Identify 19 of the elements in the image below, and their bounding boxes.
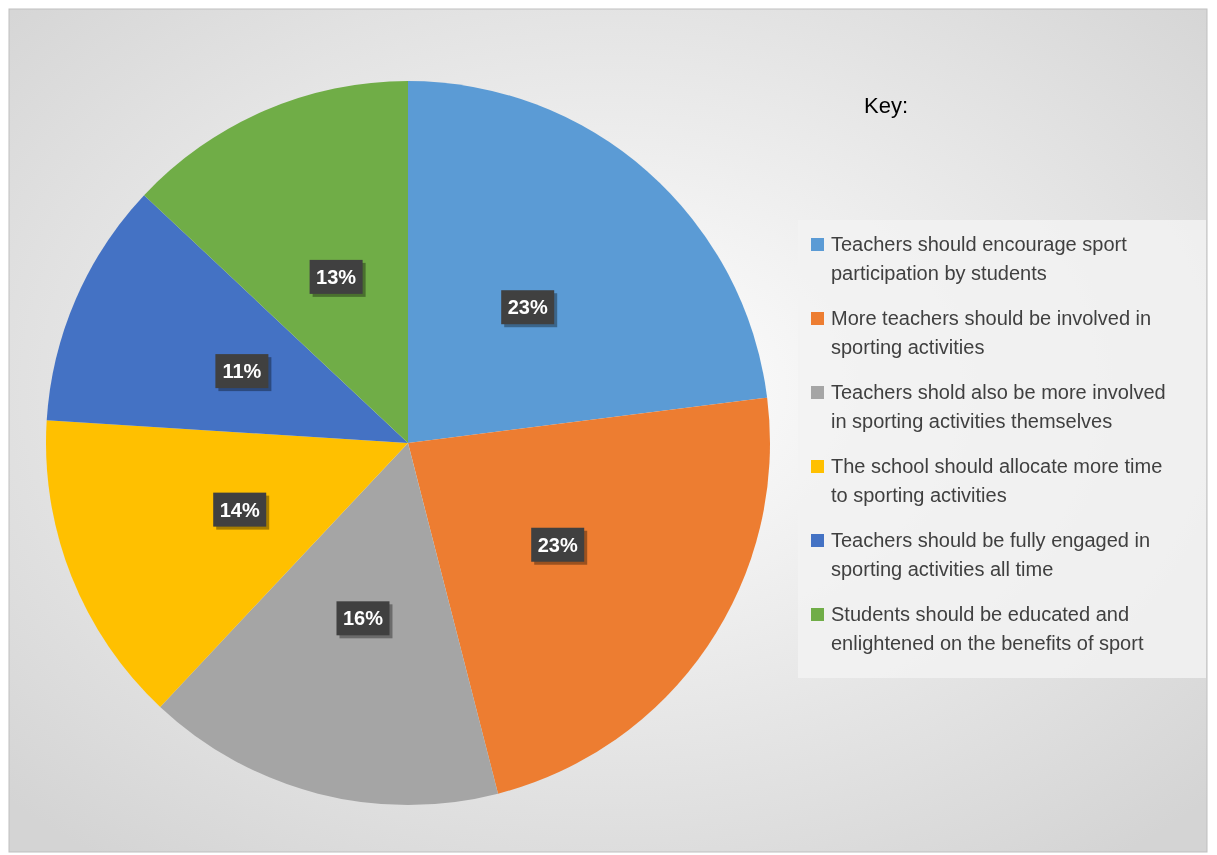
pie-slice [408, 81, 768, 443]
pie-slice [46, 195, 408, 443]
data-label: 23% [537, 533, 578, 556]
data-label: 16% [342, 607, 384, 630]
legend-title: Key: [863, 93, 909, 118]
data-label: 11% [222, 360, 262, 383]
data-label: 14% [219, 498, 260, 521]
legend-label: More teachers should be involved in sporting activities [831, 307, 1152, 358]
pie-slice [160, 443, 499, 805]
legend-label: The school should allocate more time to sporting activities [831, 455, 1163, 506]
legend-label: Teachers should be fully engaged in sporting activities all time [831, 529, 1151, 580]
legend-label: Teachers should encourage sport participation by students [831, 233, 1128, 284]
pie-slice [46, 420, 408, 707]
data-label: 23% [507, 296, 548, 319]
pie-slice [144, 81, 408, 443]
legend-label: Students should be educated and enlightened on the benefits of sport [831, 603, 1144, 654]
pie-slice [408, 397, 770, 794]
data-label: 13% [316, 265, 357, 288]
legend-label: Teachers shold also be more involved in sporting activities themselves [831, 381, 1166, 432]
